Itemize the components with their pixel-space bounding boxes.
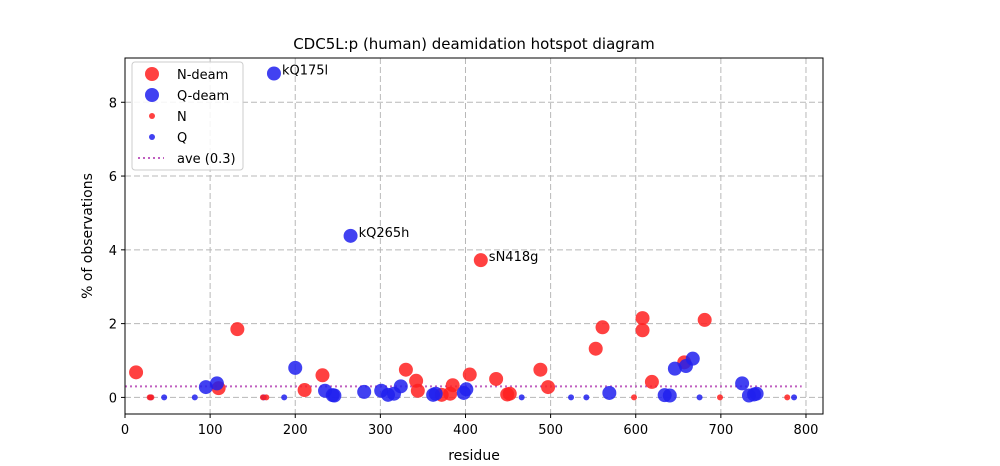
x-tick-label: 200 [283,423,308,438]
point-q-deam [288,360,303,375]
x-tick-label: 300 [368,423,393,438]
point-q [161,394,168,401]
plot-frame [124,57,824,415]
point-n-deam [502,386,517,401]
point-q-deam [459,382,474,397]
point-q-deam [685,351,700,366]
point-q-deam [735,376,750,391]
chart-title: CDC5L:p (human) deamidation hotspot diag… [293,35,655,53]
point-n-deam [230,322,245,337]
point-n-deam [398,362,413,377]
point-n-deam [410,383,425,398]
point-n-deam [541,380,556,395]
point-n-deam [462,367,477,382]
point-q [568,394,575,401]
point-n-deam [635,323,650,338]
point-annotation: sN418g [489,250,539,265]
legend-label: Q-deam [177,89,229,104]
point-q-deam [266,66,281,81]
point-n-deam [644,374,659,389]
point-n [631,394,638,401]
point-annotation: kQ265h [359,226,410,241]
point-q [191,394,198,401]
legend-label: N-deam [177,68,228,83]
point-annotation: kQ175l [282,63,328,78]
point-n-deam [445,378,460,393]
point-n-deam [588,341,603,356]
y-tick-label: 6 [109,170,117,185]
point-q-deam [198,380,213,395]
legend-swatch [145,67,159,81]
legend-label: N [177,110,187,125]
point-q [696,394,703,401]
point-q-deam [327,388,342,403]
point-n-deam [297,383,312,398]
point-n-deam [129,365,144,380]
y-tick-label: 8 [109,96,117,111]
x-tick-label: 800 [794,423,819,438]
point-q-deam [209,376,224,391]
point-n-deam [533,362,548,377]
point-n-deam [473,253,488,268]
point-q-deam [602,385,617,400]
point-q-deam [343,228,358,243]
point-n-deam [489,371,504,386]
x-axis-ticks: 0 100 200 300 400 500 600 700 800 [121,414,819,438]
legend-label: Q [177,131,187,146]
point-q-deam [662,388,677,403]
legend-swatch [149,113,155,119]
y-axis-ticks: 0 2 4 6 8 [109,96,125,406]
y-tick-label: 0 [109,391,117,406]
point-n-deam [315,368,330,383]
point-n-deam [697,312,712,327]
point-n [263,394,270,401]
point-q-deam [357,384,372,399]
legend-swatch [145,88,159,102]
y-axis-label: % of observations [80,173,96,299]
y-tick-label: 2 [109,318,117,333]
point-n [148,394,155,401]
point-n-deam [635,311,650,326]
y-tick-label: 4 [109,244,117,259]
x-axis-label: residue [448,448,500,464]
point-q [281,394,288,401]
point-q-deam [393,379,408,394]
point-q-deam [749,386,764,401]
x-tick-label: 700 [708,423,733,438]
point-q-deam [428,386,443,401]
x-tick-label: 100 [198,423,223,438]
point-n [784,394,791,401]
x-tick-label: 400 [453,423,478,438]
point-q [583,394,590,401]
x-tick-label: 0 [121,423,129,438]
point-n [717,394,724,401]
point-q [518,394,525,401]
x-tick-label: 500 [538,423,563,438]
legend-swatch [149,134,155,140]
data-points [129,66,798,403]
point-n-deam [595,320,610,335]
legend-label: ave (0.3) [177,152,236,167]
point-q-deam [667,361,682,376]
x-tick-label: 600 [623,423,648,438]
legend-box [131,61,244,171]
point-q [791,394,798,401]
annotations: kQ175l kQ265h sN418g [282,63,538,265]
